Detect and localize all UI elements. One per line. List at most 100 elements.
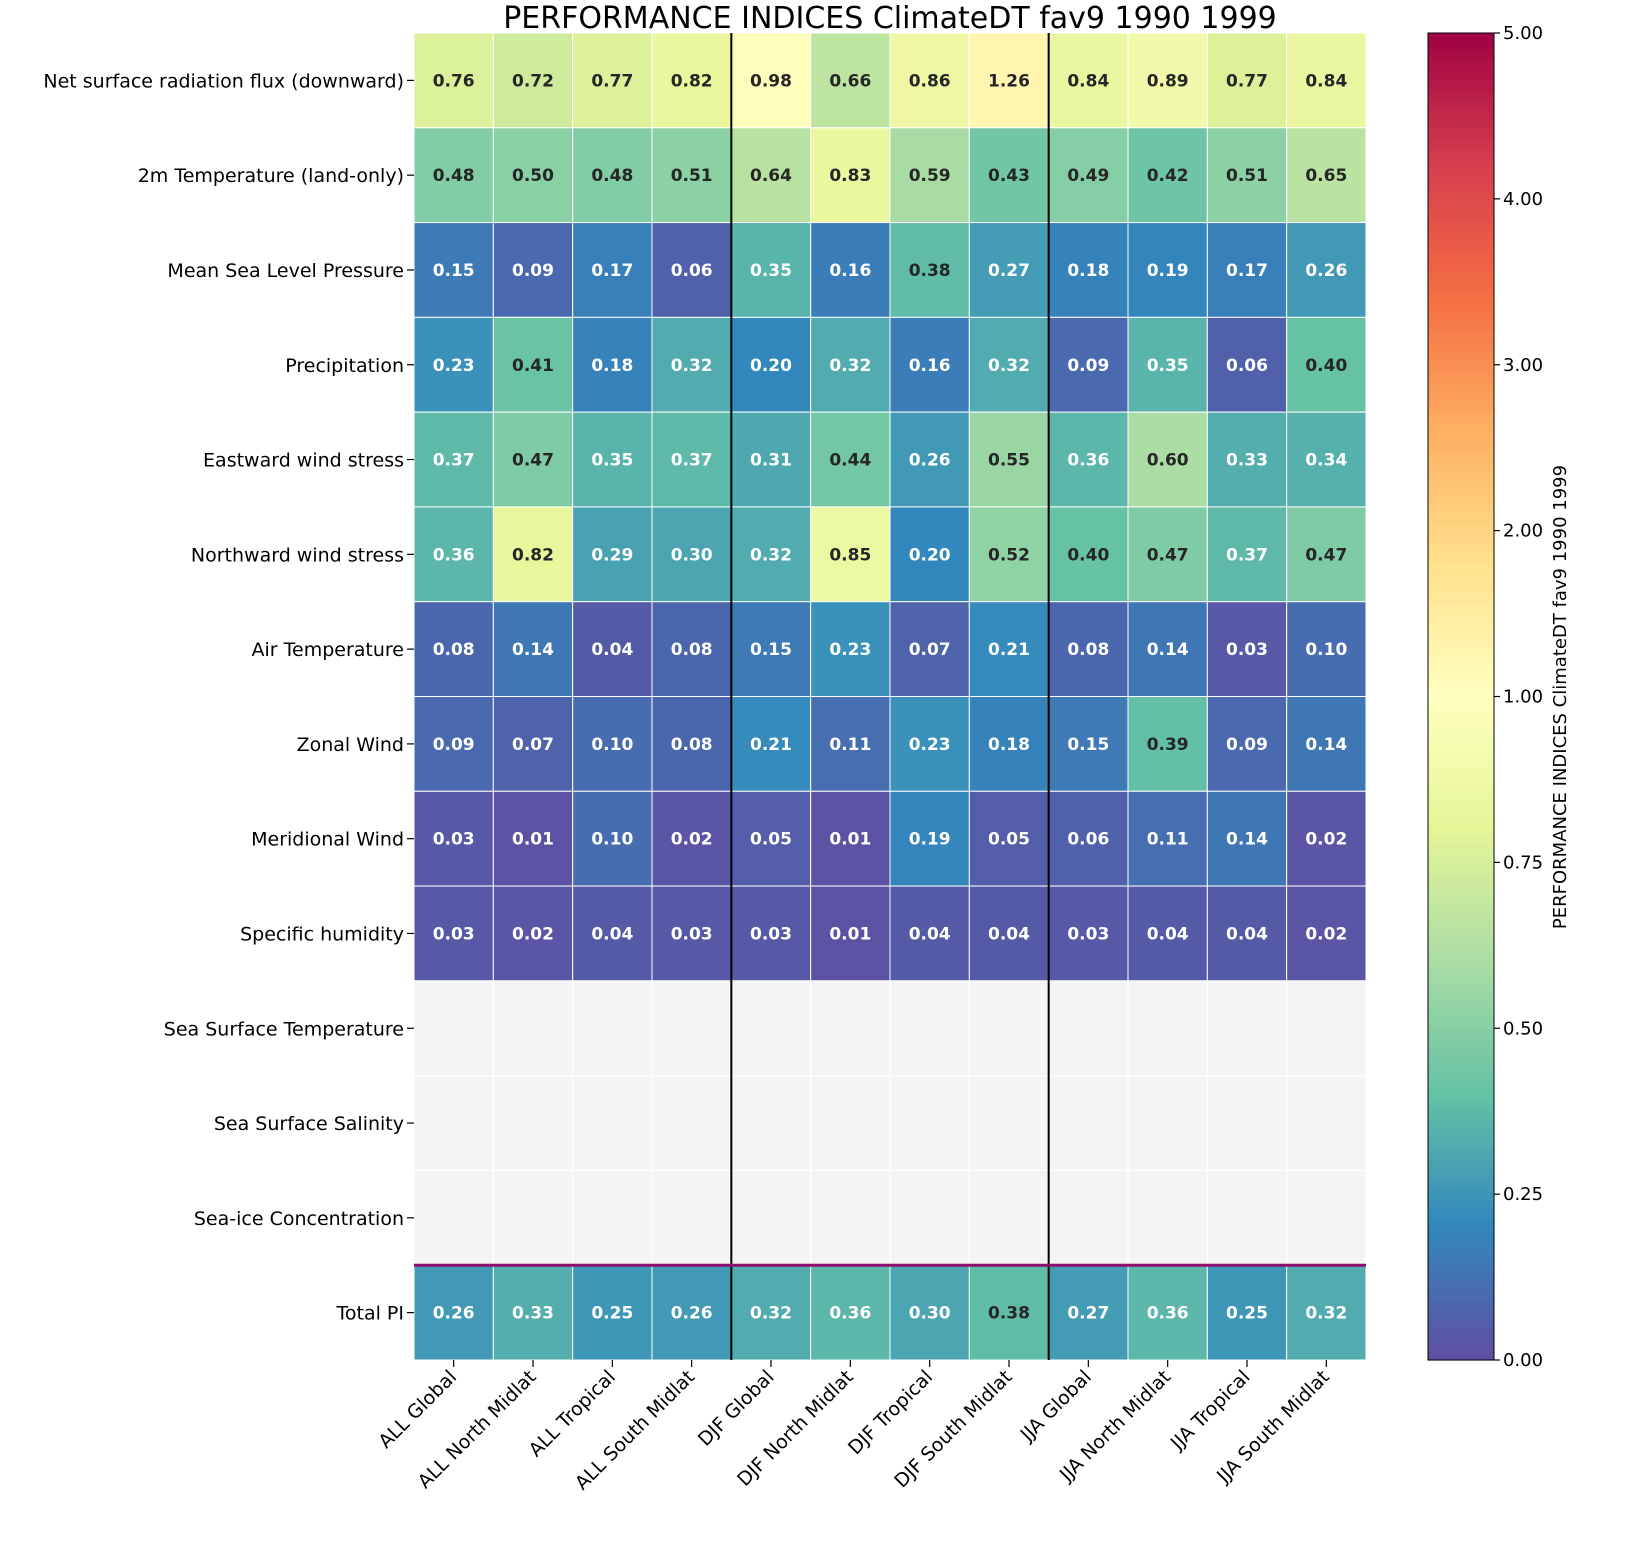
colorbar-segment — [1428, 981, 1494, 990]
colorbar-segment — [1428, 955, 1494, 963]
cell-value-label: 0.03 — [671, 924, 713, 944]
colorbar-tick-label: 0.75 — [1503, 852, 1543, 873]
cell-value-label: 0.14 — [1147, 640, 1189, 660]
colorbar-segment — [1428, 1214, 1494, 1222]
colorbar-segment — [1428, 689, 1494, 698]
cell-value-label: 0.09 — [512, 261, 554, 281]
colorbar-segment — [1428, 105, 1494, 114]
row-label: Precipitation — [285, 355, 404, 377]
heatmap-cell — [1286, 32, 1367, 129]
colorbar-segment — [1428, 703, 1494, 711]
cell-value-label: 0.42 — [1147, 166, 1189, 186]
colorbar-segment — [1428, 1280, 1494, 1288]
colorbar-segment — [1428, 344, 1494, 353]
colorbar-tick-label: 4.00 — [1503, 189, 1543, 210]
heatmap-cells: 0.76 0.72 0.77 0.82 0.98 0.66 0.86 1.26 0.84 0.89… — [413, 32, 1367, 1361]
colorbar-segment — [1428, 882, 1494, 890]
heatmap-cell — [730, 127, 812, 224]
heatmap-cell — [889, 980, 970, 1077]
heatmap-cell — [889, 127, 970, 224]
colorbar-segment — [1428, 1041, 1494, 1049]
heatmap-cell — [413, 1264, 494, 1361]
colorbar-segment — [1428, 729, 1494, 737]
colorbar-segment — [1428, 869, 1494, 877]
cell-value-label: 0.65 — [1305, 166, 1347, 186]
heatmap-cell — [1127, 127, 1208, 224]
colorbar-segment — [1428, 1287, 1494, 1295]
cell-value-label: 0.33 — [512, 1304, 554, 1324]
cell-value-label: 0.60 — [1147, 451, 1189, 471]
cell-value-label: 0.85 — [829, 545, 871, 565]
colorbar-segment — [1428, 663, 1494, 671]
cell-value-label: 0.26 — [1305, 261, 1347, 281]
colorbar-segment — [1428, 431, 1494, 439]
heatmap-cell — [1206, 885, 1288, 982]
colorbar-segment — [1428, 86, 1494, 94]
colorbar-segment — [1428, 590, 1494, 598]
colorbar-segment — [1428, 1233, 1494, 1242]
colorbar-segment — [1428, 305, 1494, 313]
colorbar-segment — [1428, 298, 1494, 306]
colorbar-segment — [1428, 1247, 1494, 1255]
heatmap-cell — [572, 790, 653, 887]
cell-value-label: 0.40 — [1067, 545, 1109, 565]
colorbar-segment — [1428, 1200, 1494, 1208]
cell-value-label: 0.34 — [1305, 451, 1347, 471]
cell-value-label: 0.82 — [671, 71, 713, 91]
heatmap-cell — [968, 127, 1050, 224]
cell-value-label: 0.35 — [1147, 356, 1189, 376]
colorbar-segment — [1428, 995, 1494, 1003]
cell-value-label: 0.02 — [512, 924, 554, 944]
colorbar-segment — [1428, 1001, 1494, 1009]
cell-value-label: 0.36 — [1067, 451, 1109, 471]
colorbar-segment — [1428, 205, 1494, 213]
heatmap-cell — [1206, 411, 1288, 508]
heatmap-cell — [572, 1075, 653, 1171]
colorbar-segment — [1428, 941, 1494, 950]
colorbar-segment — [1428, 1107, 1494, 1116]
heatmap-cell — [1048, 127, 1129, 224]
colorbar-segment — [1428, 1240, 1494, 1248]
heatmap-cell — [730, 1169, 812, 1266]
colorbar-segment — [1428, 809, 1494, 817]
colorbar-segment — [1428, 437, 1494, 445]
cell-value-label: 0.77 — [591, 71, 633, 91]
colorbar-segment — [1428, 391, 1494, 399]
colorbar-segment — [1428, 1134, 1494, 1142]
cell-value-label: 0.06 — [671, 261, 713, 281]
heatmap-cell — [492, 1075, 574, 1171]
heatmap-cell — [651, 696, 732, 792]
heatmap-cell — [651, 601, 732, 698]
colorbar-segment — [1428, 1320, 1494, 1328]
colorbar-segment — [1428, 1207, 1494, 1215]
cell-value-label: 0.15 — [750, 640, 792, 660]
colorbar-segment — [1428, 968, 1494, 976]
column-label: ALL Global — [374, 1366, 461, 1453]
heatmap-cell — [572, 696, 653, 792]
cell-value-label: 0.55 — [988, 451, 1030, 471]
heatmap-cell — [1286, 696, 1367, 792]
colorbar-segment — [1428, 311, 1494, 319]
colorbar-segment — [1428, 603, 1494, 611]
colorbar-segment — [1428, 59, 1494, 67]
colorbar-segment — [1428, 1048, 1494, 1056]
heatmap-cell — [968, 1169, 1050, 1266]
colorbar-segment — [1428, 915, 1494, 923]
heatmap-cell — [968, 980, 1050, 1077]
cell-value-label: 0.86 — [909, 71, 951, 91]
colorbar-segment — [1428, 198, 1494, 207]
colorbar-segment — [1428, 1220, 1494, 1228]
cell-value-label: 0.35 — [591, 451, 633, 471]
cell-value-label: 0.21 — [750, 735, 792, 755]
colorbar-segment — [1428, 218, 1494, 227]
cell-value-label: 0.32 — [988, 356, 1030, 376]
heatmap-cell — [413, 127, 494, 224]
colorbar-segment — [1428, 484, 1494, 492]
heatmap-cell — [889, 1169, 970, 1266]
colorbar-segment — [1428, 238, 1494, 246]
heatmap-cell — [651, 127, 732, 224]
heatmap-cell — [1127, 1169, 1208, 1266]
colorbar-segment — [1428, 922, 1494, 930]
colorbar-segment — [1428, 291, 1494, 299]
cell-value-label: 0.51 — [1226, 166, 1268, 186]
